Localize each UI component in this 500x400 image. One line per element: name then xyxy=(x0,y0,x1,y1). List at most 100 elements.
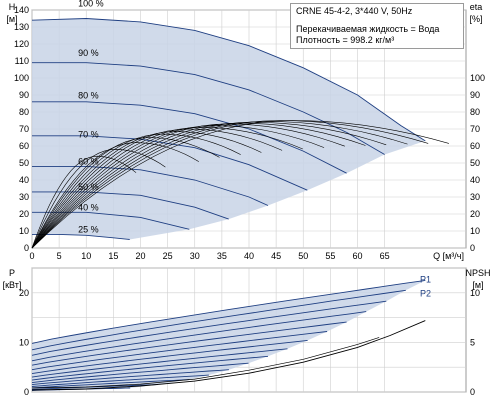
power-curve xyxy=(31,348,288,378)
power-curve xyxy=(31,355,269,381)
info-box: CRNE 45-4-2, 3*440 V, 50Hz Перекачиваема… xyxy=(290,3,464,49)
head-curve xyxy=(31,18,426,142)
power-area xyxy=(32,280,426,391)
head-curve xyxy=(32,62,385,155)
power-curve xyxy=(31,311,367,362)
eta-tick-label: 70 xyxy=(470,124,480,134)
speed-label: 40 % xyxy=(78,203,99,213)
speed-label: 100 % xyxy=(78,0,104,9)
head-curve xyxy=(32,191,229,220)
power-curve xyxy=(31,321,347,366)
eta-tick-label: 90 xyxy=(470,90,480,100)
q-tick-label: 60 xyxy=(352,251,362,261)
h-axis-unit: [м] xyxy=(6,14,17,24)
eta-curve xyxy=(31,122,366,249)
power-curve xyxy=(31,362,249,384)
eta-curve xyxy=(31,121,408,249)
q-axis-title: Q [м³/ч] xyxy=(433,251,464,261)
h-tick-label: 140 xyxy=(14,5,29,15)
power-curve xyxy=(31,384,158,390)
power-curve xyxy=(31,289,406,351)
q-tick-label: 40 xyxy=(244,251,254,261)
q-tick-label: 55 xyxy=(325,251,335,261)
power-curve xyxy=(31,339,308,375)
q-tick-label: 30 xyxy=(190,251,200,261)
p-tick-label: 20 xyxy=(19,288,29,298)
eta-tick-label: 50 xyxy=(470,158,480,168)
h-tick-label: 90 xyxy=(19,90,29,100)
q-tick-label: 45 xyxy=(271,251,281,261)
npsh-curve xyxy=(31,320,426,391)
p-axis-unit: [кВт] xyxy=(3,280,22,290)
pump-title: CRNE 45-4-2, 3*440 V, 50Hz xyxy=(296,6,413,16)
q-tick-label: 5 xyxy=(57,251,62,261)
p-axis-title: P xyxy=(9,268,15,278)
eta-curve xyxy=(31,131,262,249)
eta-curve xyxy=(31,123,345,249)
eta-tick-label: 30 xyxy=(470,192,480,202)
h-tick-label: 70 xyxy=(19,124,29,134)
q-tick-label: 15 xyxy=(108,251,118,261)
power-npsh-panel: P1 P2 P [кВт] 0 10 20 NPSH [м] 0 5 10 xyxy=(3,267,491,397)
q-tick-label: 50 xyxy=(298,251,308,261)
power-curve xyxy=(31,300,387,356)
speed-label: 25 % xyxy=(78,225,99,235)
npsh-tick-label: 10 xyxy=(470,288,480,298)
npsh-axis-unit: [м] xyxy=(472,280,483,290)
eta-curve xyxy=(31,120,449,249)
speed-label: 90 % xyxy=(78,48,99,58)
npsh-tick-label: 0 xyxy=(470,387,475,397)
eta-curve xyxy=(31,137,220,249)
npsh-curve xyxy=(31,337,380,389)
p-tick-label: 10 xyxy=(19,337,29,347)
power-curve xyxy=(31,331,328,371)
eta-axis-title: eta xyxy=(470,2,483,12)
eta-curve xyxy=(31,133,241,249)
density-label: Плотность = 998.2 кг/м³ xyxy=(296,35,395,45)
h-tick-label: 110 xyxy=(15,56,29,66)
h-axis-title: H xyxy=(9,2,16,12)
q-tick-label: 35 xyxy=(217,251,227,261)
h-tick-label: 100 xyxy=(14,73,29,83)
eta-curve xyxy=(31,142,199,249)
head-curve xyxy=(32,135,308,191)
eta-tick-label: 20 xyxy=(470,209,480,219)
p2-label: P2 xyxy=(420,288,431,298)
q-tick-label: 0 xyxy=(29,251,34,261)
npsh-tick-label: 5 xyxy=(470,337,475,347)
speed-label: 70 % xyxy=(78,130,99,140)
speed-label: 80 % xyxy=(78,90,99,100)
h-tick-label: 0 xyxy=(24,243,29,253)
p-tick-label: 0 xyxy=(24,387,29,397)
head-curve xyxy=(32,101,347,174)
eta-tick-label: 40 xyxy=(470,175,480,185)
h-tick-label: 50 xyxy=(19,158,29,168)
power-curve xyxy=(31,369,229,386)
eta-curve xyxy=(31,121,387,249)
speed-label: 50 % xyxy=(78,182,99,192)
speed-label: 60 % xyxy=(78,157,99,167)
p1-label: P1 xyxy=(420,274,431,284)
h-tick-label: 20 xyxy=(19,209,29,219)
eta-curve xyxy=(31,155,137,249)
eta-tick-label: 80 xyxy=(470,107,480,117)
h-tick-label: 30 xyxy=(19,192,29,202)
eta-tick-label: 100 xyxy=(470,73,485,83)
eta-tick-label: 60 xyxy=(470,141,480,151)
power-curve xyxy=(31,279,426,344)
eta-curve xyxy=(31,120,429,249)
power-curve xyxy=(31,374,209,387)
h-tick-label: 40 xyxy=(19,175,29,185)
npsh-axis-title: NPSH xyxy=(465,268,490,278)
eta-axis-unit: [%] xyxy=(469,14,482,24)
power-curve xyxy=(31,379,190,389)
q-tick-label: 65 xyxy=(380,251,390,261)
eta-tick-label: 10 xyxy=(470,226,480,236)
head-curve xyxy=(32,165,269,206)
head-eta-panel: 100 % 90 % 80 % 70 % 60 % 50 % 40 % 25 % H [м] 0 10… xyxy=(6,0,485,261)
h-tick-label: 60 xyxy=(19,141,29,151)
h-tick-label: 80 xyxy=(19,107,29,117)
q-tick-label: 20 xyxy=(135,251,145,261)
h-tick-label: 130 xyxy=(14,22,29,32)
